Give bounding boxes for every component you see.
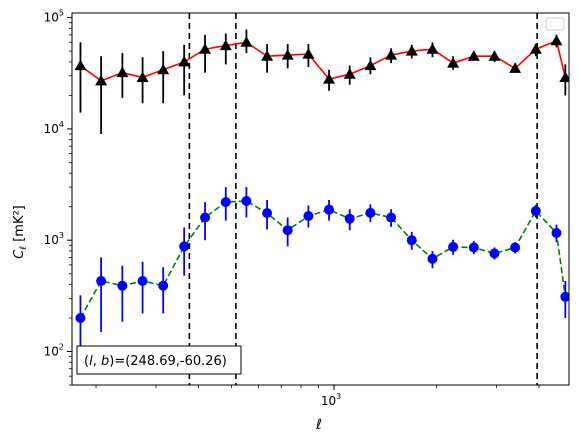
data-point-triangle	[405, 45, 418, 56]
y-axis-label-symbol: C	[12, 249, 27, 259]
data-point-triangle	[95, 74, 108, 86]
data-point-circle	[406, 235, 417, 246]
y-axis-label: Cℓ [mK²]	[12, 205, 29, 258]
data-point-triangle	[199, 43, 212, 54]
data-point-circle	[220, 197, 231, 208]
data-point-triangle	[74, 59, 87, 71]
y-tick-label: 105	[44, 9, 64, 25]
y-tick-label: 104	[44, 120, 64, 136]
vertical-reference-lines	[188, 13, 538, 385]
data-point-triangle	[385, 49, 398, 60]
x-axis-label: ℓ	[315, 417, 322, 433]
data-point-triangle	[178, 55, 191, 67]
data-point-circle	[262, 208, 273, 219]
data-point-circle	[324, 204, 335, 215]
data-point-circle	[75, 312, 86, 323]
data-point-circle	[200, 212, 211, 223]
data-point-triangle	[343, 68, 356, 79]
plot-background	[72, 13, 569, 385]
data-point-circle	[117, 280, 128, 291]
data-point-circle	[560, 291, 569, 302]
data-point-circle	[158, 280, 169, 291]
data-point-triangle	[136, 71, 149, 82]
data-point-circle	[530, 205, 541, 216]
data-point-triangle	[261, 50, 274, 61]
data-point-circle	[365, 207, 376, 218]
data-point-triangle	[302, 48, 315, 59]
annotation-b: b	[101, 354, 109, 369]
y-axis-label-subscript: ℓ	[19, 246, 29, 251]
data-point-triangle	[467, 50, 480, 61]
data-point-circle	[344, 213, 355, 224]
data-point-circle	[427, 253, 438, 264]
series-layer	[74, 29, 569, 357]
series-triangle	[74, 29, 569, 134]
annotation-box: (l, b)=(248.69,-60.26)	[76, 345, 242, 375]
data-point-triangle	[116, 66, 129, 78]
annotation-values: =(248.69,-60.26)	[114, 354, 227, 369]
data-point-triangle	[364, 59, 377, 71]
annotation-text: (l, b)=(248.69,-60.26)	[84, 354, 227, 369]
data-point-triangle	[426, 43, 439, 54]
data-point-circle	[448, 241, 459, 252]
data-point-circle	[179, 241, 190, 252]
data-point-circle	[386, 212, 397, 223]
data-point-circle	[489, 248, 500, 259]
data-point-triangle	[509, 62, 522, 73]
y-axis-label-unit: [mK²]	[12, 205, 27, 242]
data-point-triangle	[281, 49, 294, 60]
plot-frame	[71, 12, 570, 386]
data-point-triangle	[157, 63, 170, 75]
data-point-triangle	[219, 39, 232, 51]
data-point-circle	[510, 242, 521, 253]
data-point-circle	[96, 275, 107, 286]
data-point-circle	[282, 225, 293, 236]
y-tick-label: 103	[44, 231, 64, 247]
data-point-triangle	[550, 34, 563, 46]
data-point-circle	[551, 228, 562, 239]
data-point-triangle	[559, 71, 569, 82]
legend-box	[545, 17, 565, 31]
data-point-circle	[241, 196, 252, 207]
data-point-triangle	[488, 50, 501, 61]
data-point-circle	[137, 275, 148, 286]
data-point-triangle	[529, 43, 542, 54]
y-tick-label: 102	[44, 342, 64, 358]
data-point-triangle	[240, 36, 253, 47]
data-point-circle	[303, 210, 314, 221]
x-tick-label: 103	[321, 392, 341, 408]
annotation-l: l	[89, 354, 93, 369]
data-point-triangle	[323, 73, 336, 84]
series-circle	[75, 187, 569, 357]
data-point-triangle	[447, 57, 460, 68]
data-point-circle	[468, 242, 479, 253]
